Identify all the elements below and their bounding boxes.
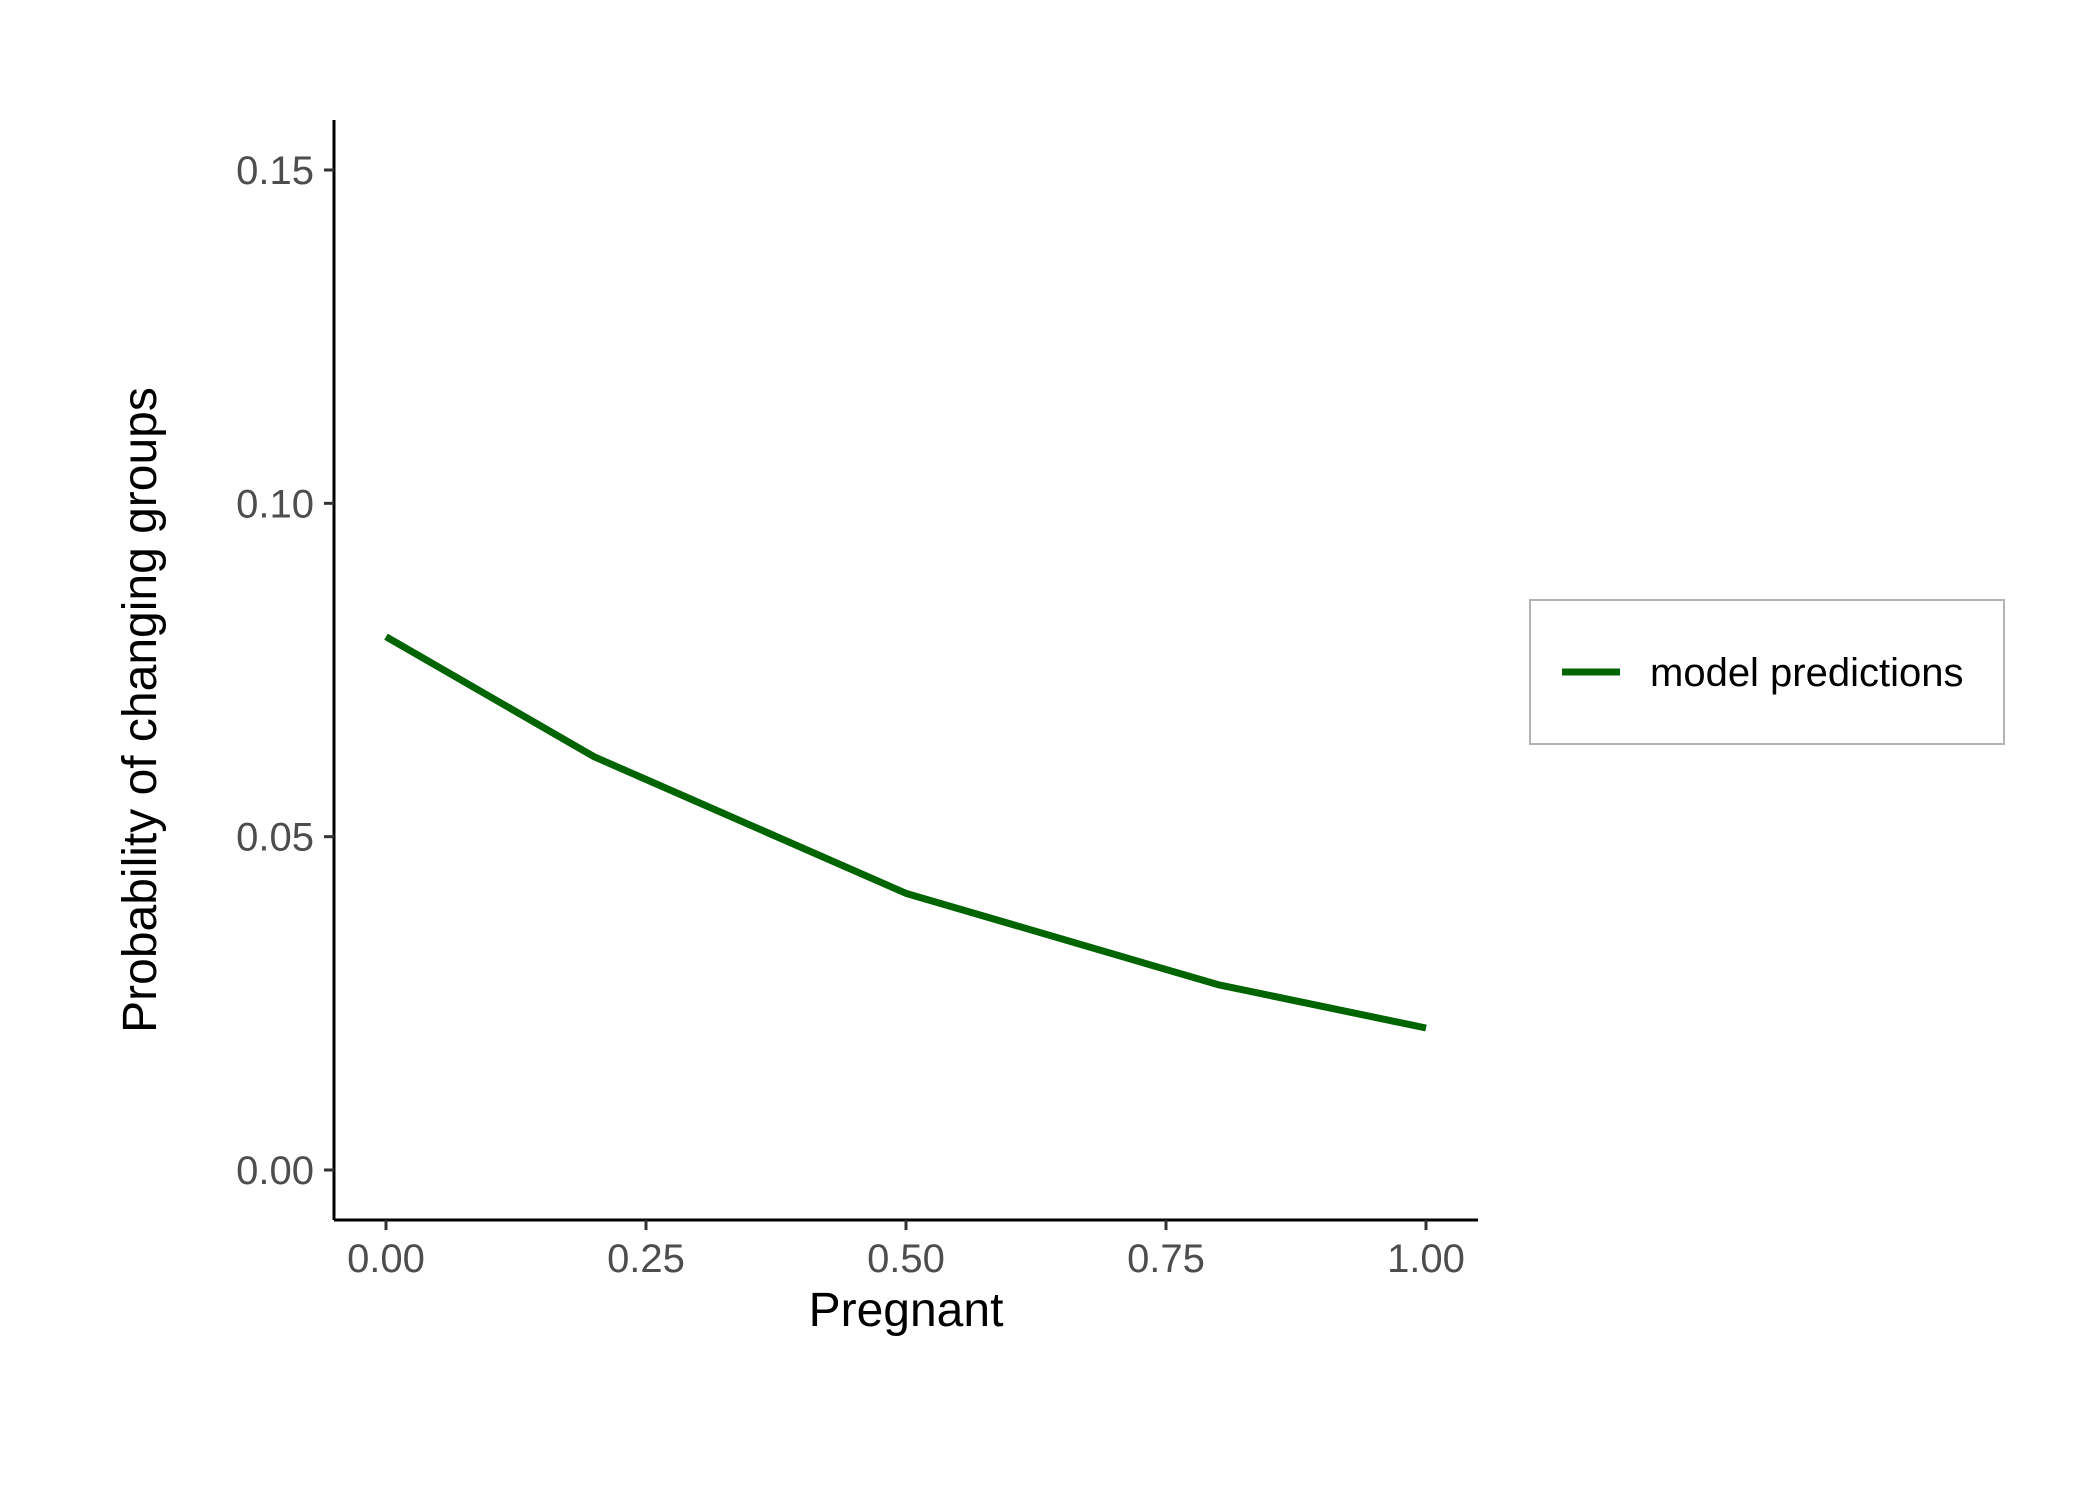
y-axis-title: Probability of changing groups [114,387,167,1033]
x-tick-label: 0.25 [607,1237,685,1281]
y-tick-label: 0.15 [236,149,314,193]
legend-label: model predictions [1650,651,1964,695]
y-tick-label: 0.10 [236,482,314,526]
x-tick-label: 0.50 [867,1237,945,1281]
y-tick-label: 0.05 [236,816,314,860]
x-tick-label: 1.00 [1387,1237,1465,1281]
x-tick-label: 0.00 [347,1237,425,1281]
legend: model predictions [1529,599,2005,745]
series-line-model-predictions [384,633,1427,1032]
x-axis-title: Pregnant [809,1284,1004,1337]
y-tick-label: 0.00 [236,1149,314,1193]
plot-area: 0.00 0.05 0.10 0.15 0.00 0.25 0.50 0.75 1.00 Preg… [114,120,1478,1337]
x-tick-label: 0.75 [1127,1237,1205,1281]
